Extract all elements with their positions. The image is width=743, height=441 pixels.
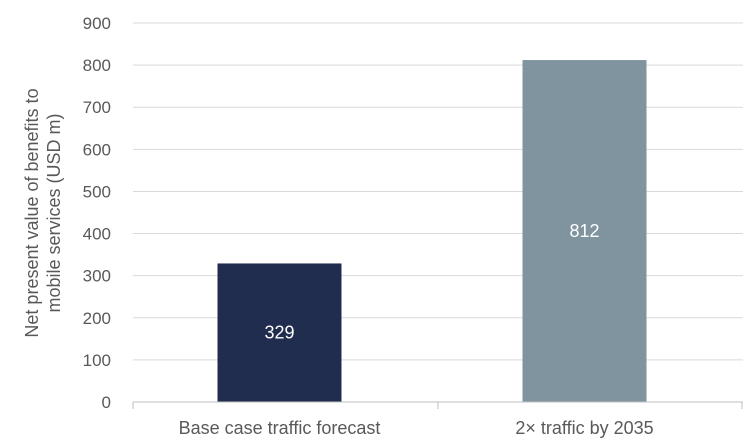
category-label: 2× traffic by 2035	[515, 418, 653, 438]
y-tick-label: 200	[83, 309, 111, 328]
y-tick-label: 700	[83, 98, 111, 117]
y-axis-title-line-1: Net present value of benefits to	[22, 88, 42, 337]
y-tick-label: 900	[83, 14, 111, 33]
category-label: Base case traffic forecast	[179, 418, 381, 438]
data-label: 329	[264, 323, 294, 343]
category-labels: Base case traffic forecast 2× traffic by …	[179, 418, 654, 438]
bar	[217, 263, 342, 402]
y-tick-label: 800	[83, 56, 111, 75]
y-tick-label: 500	[83, 182, 111, 201]
bar	[522, 60, 647, 403]
data-label: 812	[569, 221, 599, 241]
y-tick-labels: 0 100 200 300 400 500 600 700 800 900	[83, 14, 111, 412]
y-tick-label: 600	[83, 140, 111, 159]
y-tick-label: 0	[102, 393, 111, 412]
y-tick-label: 100	[83, 351, 111, 370]
y-tick-label: 300	[83, 267, 111, 286]
x-axis	[132, 401, 743, 409]
bars: 329 812	[217, 60, 647, 403]
y-axis-title-line-2: mobile services (USD m)	[44, 113, 64, 312]
y-tick-label: 400	[83, 225, 111, 244]
